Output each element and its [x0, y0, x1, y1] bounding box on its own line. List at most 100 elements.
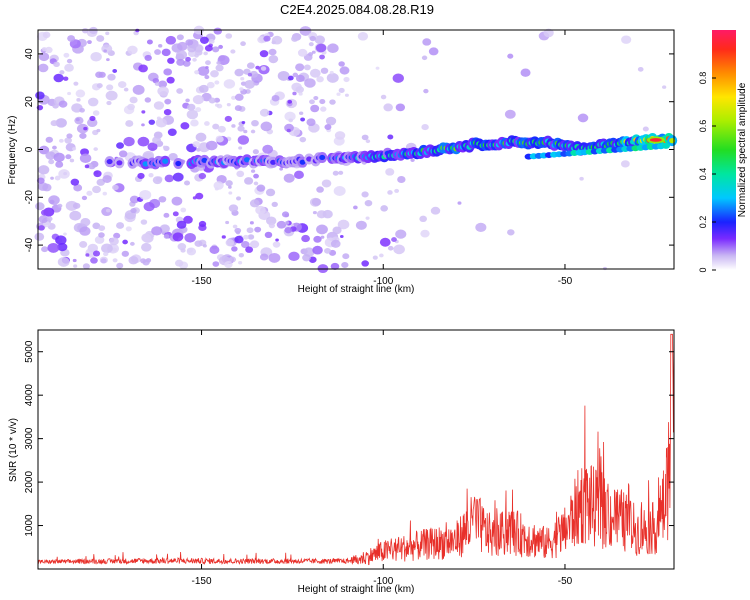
noise-speckle	[249, 199, 260, 208]
ridge-core	[299, 159, 306, 165]
noise-speckle	[297, 48, 308, 57]
noise-speckle	[65, 154, 72, 160]
noise-speckle	[250, 169, 256, 173]
noise-speckle	[38, 215, 49, 224]
noise-speckle	[63, 52, 70, 58]
noise-speckle	[284, 123, 294, 132]
noise-speckle	[315, 43, 327, 53]
noise-speckle	[139, 189, 152, 200]
noise-speckle	[228, 191, 233, 195]
noise-speckle	[504, 109, 516, 119]
noise-speckle	[205, 60, 211, 66]
noise-speckle	[228, 204, 239, 213]
noise-speckle	[302, 254, 311, 262]
noise-speckle	[38, 145, 50, 155]
noise-speckle	[96, 128, 101, 133]
noise-speckle	[244, 177, 254, 185]
noise-speckle	[55, 118, 67, 128]
noise-speckle	[141, 123, 145, 127]
noise-speckle	[161, 48, 171, 57]
noise-speckle	[166, 76, 175, 84]
noise-speckle	[92, 222, 101, 230]
noise-speckle	[275, 238, 279, 242]
noise-speckle	[141, 242, 152, 252]
noise-speckle	[276, 220, 287, 229]
noise-speckle	[287, 99, 293, 104]
noise-speckle	[313, 235, 322, 243]
noise-speckle	[265, 216, 277, 226]
noise-speckle	[59, 70, 65, 75]
noise-speckle	[129, 96, 138, 104]
ridge-core	[243, 157, 250, 163]
noise-speckle	[253, 181, 259, 186]
noise-speckle	[621, 35, 632, 44]
noise-speckle	[38, 165, 50, 175]
ridge-core	[319, 154, 326, 161]
noise-speckle	[338, 170, 344, 175]
noise-speckle	[57, 242, 68, 252]
noise-speckle	[140, 219, 148, 225]
noise-speckle	[319, 54, 325, 60]
noise-speckle	[341, 261, 349, 269]
noise-speckle	[45, 136, 53, 143]
noise-speckle	[79, 241, 88, 248]
noise-speckle	[254, 226, 262, 233]
noise-speckle	[246, 227, 254, 234]
noise-speckle	[125, 226, 132, 232]
noise-speckle	[228, 185, 232, 189]
noise-speckle	[98, 232, 105, 238]
noise-speckle	[300, 117, 306, 122]
noise-speckle	[164, 174, 174, 183]
noise-speckle	[155, 118, 167, 128]
ridge-core	[270, 159, 277, 165]
noise-speckle	[171, 196, 183, 206]
noise-speckle	[158, 80, 168, 88]
noise-speckle	[339, 66, 350, 75]
noise-speckle	[66, 58, 73, 64]
noise-speckle	[138, 64, 148, 73]
noise-speckle	[271, 35, 283, 45]
noise-speckle	[292, 91, 297, 96]
noise-speckle	[63, 232, 67, 236]
noise-speckle	[320, 67, 329, 74]
noise-speckle	[49, 199, 55, 205]
noise-speckle	[225, 220, 230, 225]
noise-speckle	[308, 42, 314, 47]
noise-speckle	[202, 244, 207, 248]
noise-speckle	[231, 124, 236, 128]
noise-speckle	[301, 234, 310, 243]
noise-speckle	[231, 246, 238, 252]
noise-speckle	[253, 173, 259, 179]
noise-speckle	[187, 103, 196, 111]
colorbar-tick-label: 0.4	[698, 168, 708, 181]
noise-speckle	[281, 211, 290, 218]
noise-speckle	[234, 105, 242, 112]
noise-speckle	[187, 44, 197, 53]
noise-speckle	[38, 63, 49, 73]
noise-speckle	[224, 261, 233, 269]
spectrogram-y-ticks: -40 -20 0 20 40	[24, 48, 674, 252]
noise-speckle	[176, 88, 184, 94]
noise-speckle	[391, 237, 397, 242]
noise-speckle	[214, 80, 220, 85]
noise-speckle	[192, 196, 197, 200]
noise-speckle	[277, 70, 290, 81]
noise-speckle	[320, 106, 327, 112]
noise-speckle	[52, 145, 57, 150]
noise-speckle	[94, 235, 105, 244]
noise-speckle	[79, 153, 92, 164]
noise-speckle	[76, 123, 89, 134]
noise-speckle	[298, 92, 303, 96]
noise-speckle	[225, 33, 233, 39]
noise-speckle	[180, 122, 190, 130]
noise-speckle	[144, 54, 152, 62]
noise-speckle	[215, 64, 224, 72]
noise-speckle	[312, 245, 323, 255]
noise-speckle	[46, 216, 53, 222]
noise-speckle	[101, 243, 113, 254]
noise-speckle	[327, 43, 339, 54]
noise-speckle	[299, 111, 304, 116]
noise-speckle	[93, 147, 98, 151]
noise-speckle	[203, 51, 208, 56]
